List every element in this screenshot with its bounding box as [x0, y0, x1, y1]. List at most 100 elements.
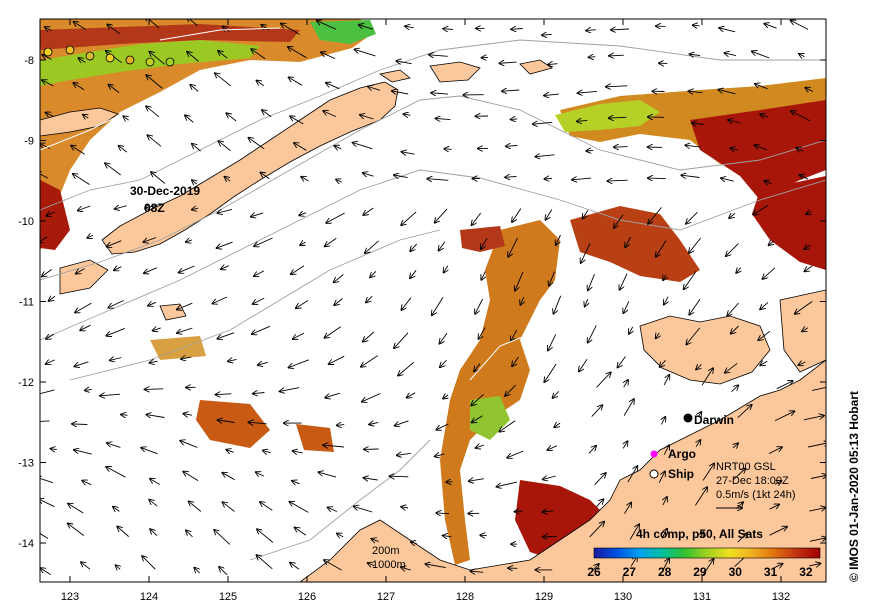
current-arrow [803, 416, 824, 421]
current-arrow [752, 51, 770, 59]
current-arrow [42, 269, 52, 276]
current-time: 27-Dec 18:00Z [716, 475, 789, 487]
current-arrow [733, 469, 746, 480]
current-arrow [795, 301, 813, 313]
current-arrow [222, 473, 235, 481]
current-arrow [609, 55, 624, 56]
current-arrow [471, 571, 484, 572]
current-arrow [810, 475, 826, 478]
y-tick-label: -14 [18, 538, 34, 550]
sst-patch-central [440, 220, 560, 565]
ship-markers [43, 45, 175, 67]
current-arrow [725, 362, 738, 373]
current-arrow [594, 473, 606, 486]
current-arrow [623, 399, 634, 416]
land-masses [40, 59, 826, 582]
current-arrow [581, 243, 591, 263]
current-arrow [46, 360, 55, 364]
current-arrow [323, 445, 345, 447]
y-tick-label: -13 [18, 458, 34, 470]
current-arrow [40, 533, 49, 539]
current-arrow [142, 556, 156, 570]
current-arrow [326, 83, 340, 90]
current-arrow [607, 180, 628, 181]
current-arrow [426, 564, 446, 569]
current-arrow [294, 143, 307, 151]
current-arrow [443, 536, 452, 537]
current-arrow [280, 387, 300, 392]
current-arrow [40, 389, 55, 395]
current-arrow [185, 115, 194, 123]
current-arrow [648, 178, 666, 179]
current-arrow [768, 447, 782, 455]
current-arrow [263, 451, 271, 453]
current-arrow [40, 172, 49, 179]
current-arrow [181, 357, 192, 359]
current-arrow [190, 85, 199, 92]
current-arrow [221, 266, 229, 270]
current-arrow [444, 265, 448, 273]
current-arrow [72, 424, 88, 425]
current-arrow [183, 414, 193, 416]
current-arrow [755, 145, 768, 151]
current-arrow [326, 212, 345, 223]
ship-marker [65, 45, 75, 55]
current-arrow [611, 29, 630, 30]
current-arrow [620, 273, 628, 290]
current-arrow [329, 355, 345, 364]
current-arrow [511, 329, 518, 341]
current-arrow [321, 52, 336, 60]
current-arrow [546, 209, 553, 220]
current-arrow [106, 327, 125, 335]
current-arrow [512, 208, 522, 222]
current-arrow [733, 443, 738, 448]
current-arrow [624, 380, 628, 388]
current-arrow [629, 524, 639, 540]
sst-patch-west-small [196, 400, 270, 448]
current-arrow [497, 481, 517, 487]
current-arrow [117, 527, 129, 537]
current-arrow [548, 334, 557, 350]
current-arrow [771, 564, 783, 570]
current-arrow [150, 361, 158, 363]
current-arrow [411, 542, 417, 544]
current-arrow [300, 242, 306, 245]
current-scale: 0.5m/s (1kt 24h) [716, 489, 795, 501]
current-arrow [258, 362, 268, 365]
current-arrow [404, 114, 411, 115]
current-arrow [353, 143, 373, 150]
current-arrow [119, 146, 128, 153]
current-arrow [663, 275, 666, 280]
current-arrow [681, 175, 700, 177]
front-line-3 [469, 329, 541, 381]
current-arrow [556, 234, 561, 245]
current-arrow [257, 81, 265, 87]
current-arrow [149, 52, 165, 65]
contour-1000m [40, 169, 826, 341]
x-tick-label: 125 [219, 591, 237, 603]
x-tick-label: 127 [377, 591, 395, 603]
current-arrow [533, 122, 553, 124]
current-arrow [791, 21, 809, 30]
current-arrow [79, 58, 86, 62]
y-tick-label: -12 [18, 377, 34, 389]
colorbar-tick-label: 32 [799, 565, 813, 579]
current-arrow [363, 331, 375, 342]
current-arrow [690, 54, 700, 55]
current-arrow [410, 243, 418, 251]
current-arrow [663, 497, 667, 506]
current-arrow [431, 93, 449, 94]
current-arrow [721, 178, 734, 181]
current-arrow [213, 296, 228, 304]
current-arrow [192, 180, 197, 184]
island-north-2 [429, 61, 481, 83]
current-arrow [696, 364, 701, 369]
current-arrow [292, 481, 300, 484]
current-arrow [435, 454, 445, 457]
current-arrow [110, 358, 122, 361]
current-arrow [614, 147, 628, 148]
current-arrow [693, 25, 700, 26]
current-arrow [804, 245, 812, 249]
current-arrow [295, 528, 307, 536]
current-arrow [256, 472, 265, 476]
